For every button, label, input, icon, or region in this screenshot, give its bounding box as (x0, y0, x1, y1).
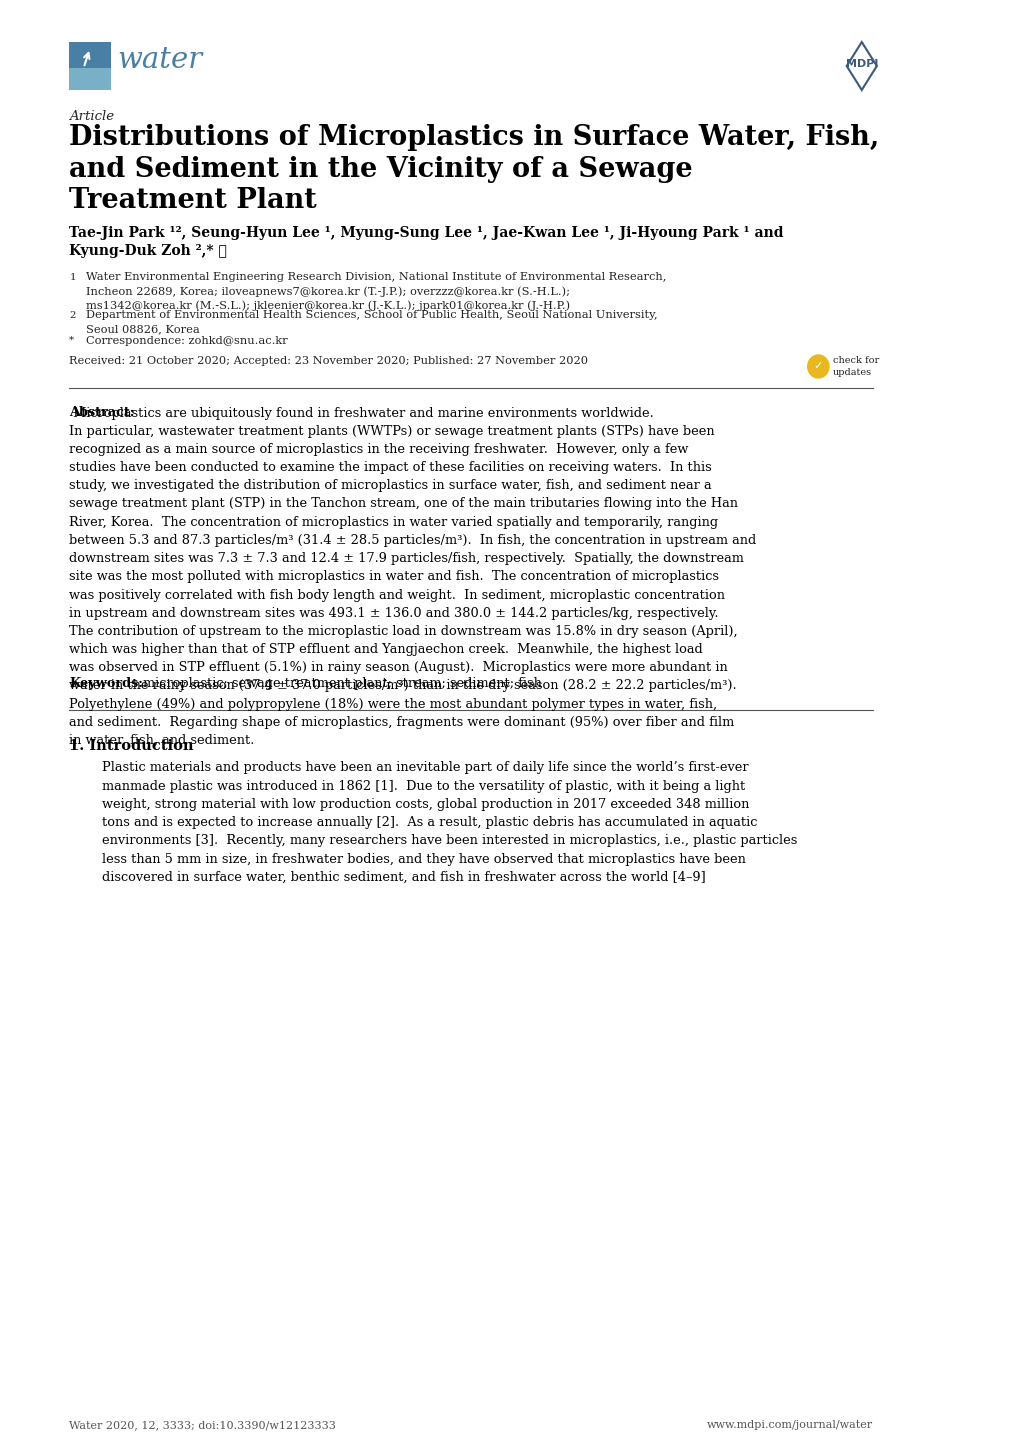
Text: Received: 21 October 2020; Accepted: 23 November 2020; Published: 27 November 20: Received: 21 October 2020; Accepted: 23 … (69, 356, 588, 365)
Text: Distributions of Microplastics in Surface Water, Fish,
and Sediment in the Vicin: Distributions of Microplastics in Surfac… (69, 124, 878, 215)
Text: Plastic materials and products have been an inevitable part of daily life since : Plastic materials and products have been… (102, 761, 796, 884)
Text: 2: 2 (69, 310, 75, 320)
Text: *: * (69, 336, 74, 345)
Text: water: water (117, 46, 202, 74)
Text: Kyung-Duk Zoh ²,* ⓘ: Kyung-Duk Zoh ²,* ⓘ (69, 245, 227, 258)
Text: check for
updates: check for updates (832, 356, 878, 376)
Text: Article: Article (69, 110, 114, 123)
Text: 1: 1 (69, 273, 75, 281)
Text: MDPI: MDPI (845, 59, 877, 69)
Text: 1. Introduction: 1. Introduction (69, 740, 194, 754)
Text: Microplastics are ubiquitously found in freshwater and marine environments world: Microplastics are ubiquitously found in … (69, 407, 756, 747)
Text: Correspondence: zohkd@snu.ac.kr: Correspondence: zohkd@snu.ac.kr (86, 336, 287, 346)
Text: Tae-Jin Park ¹², Seung-Hyun Lee ¹, Myung-Sung Lee ¹, Jae-Kwan Lee ¹, Ji-Hyoung P: Tae-Jin Park ¹², Seung-Hyun Lee ¹, Myung… (69, 226, 783, 239)
Text: microplastic; sewage treatment plant; stream; sediment; fish: microplastic; sewage treatment plant; st… (143, 678, 541, 691)
Circle shape (807, 355, 828, 378)
Text: Department of Environmental Health Sciences, School of Public Health, Seoul Nati: Department of Environmental Health Scien… (86, 310, 657, 335)
FancyBboxPatch shape (69, 68, 111, 89)
FancyBboxPatch shape (69, 42, 111, 89)
Text: Keywords:: Keywords: (69, 678, 143, 691)
Text: ✓: ✓ (813, 362, 822, 372)
Text: www.mdpi.com/journal/water: www.mdpi.com/journal/water (706, 1420, 872, 1430)
Text: Water Environmental Engineering Research Division, National Institute of Environ: Water Environmental Engineering Research… (86, 273, 665, 311)
Text: Abstract:: Abstract: (69, 405, 135, 418)
Text: Water 2020, 12, 3333; doi:10.3390/w12123333: Water 2020, 12, 3333; doi:10.3390/w12123… (69, 1420, 336, 1430)
